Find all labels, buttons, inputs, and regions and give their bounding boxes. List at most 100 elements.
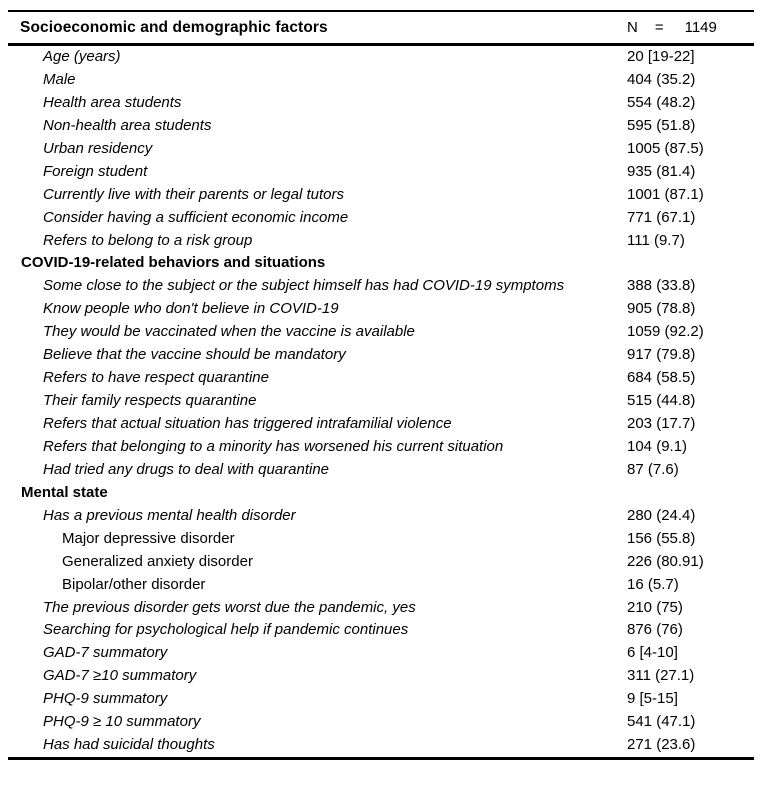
row-value: 917 (79.8) xyxy=(627,346,696,364)
row-label: Refers that belonging to a minority has … xyxy=(43,437,504,455)
row-label: PHQ-9 summatory xyxy=(43,690,168,708)
section-header: Mental state xyxy=(21,483,108,501)
row-label: Some close to the subject or the subject… xyxy=(43,277,565,295)
table-title: Socioeconomic and demographic factors xyxy=(20,18,328,36)
row-label: Refers to have respect quarantine xyxy=(43,369,269,387)
row-label: Know people who don't believe in COVID-1… xyxy=(43,300,339,318)
row-label: Had tried any drugs to deal with quarant… xyxy=(43,460,330,478)
table-row: Refers that belonging to a minority has … xyxy=(8,436,754,459)
table-row: Searching for psychological help if pand… xyxy=(8,619,754,642)
table-top-rule xyxy=(8,10,754,12)
row-value: 20 [19-22] xyxy=(627,48,695,65)
row-value: 905 (78.8) xyxy=(627,300,696,318)
section-header-row: COVID-19-related behaviors and situation… xyxy=(8,252,754,275)
row-label: Male xyxy=(43,70,76,88)
row-value: 1005 (87.5) xyxy=(627,139,704,157)
row-label: Believe that the vaccine should be manda… xyxy=(43,346,346,364)
table-row: Some close to the subject or the subject… xyxy=(8,275,754,298)
table-row: PHQ-9 ≥ 10 summatory 541 (47.1) xyxy=(8,711,754,734)
row-value: 271 (23.6) xyxy=(627,736,696,754)
table-row: Has had suicidal thoughts 271 (23.6) xyxy=(8,734,754,757)
table-row: Believe that the vaccine should be manda… xyxy=(8,344,754,367)
row-value: 684 (58.5) xyxy=(627,369,696,387)
row-value: 541 (47.1) xyxy=(627,713,696,731)
row-label: Searching for psychological help if pand… xyxy=(43,621,409,639)
table-row: Refers to have respect quarantine 684 (58… xyxy=(8,367,754,390)
row-value: 16 (5.7) xyxy=(627,575,679,593)
table-row: Bipolar/other disorder 16 (5.7) xyxy=(8,574,754,597)
row-value: 226 (80.91) xyxy=(627,552,704,570)
row-label: Urban residency xyxy=(43,139,153,157)
row-value: 210 (75) xyxy=(627,598,683,616)
row-label: Foreign student xyxy=(43,162,148,180)
sample-size-cell: N = 1149 xyxy=(627,19,754,36)
row-label: Has a previous mental health disorder xyxy=(43,506,296,524)
row-value: 156 (55.8) xyxy=(627,529,696,547)
table-row: They would be vaccinated when the vaccin… xyxy=(8,321,754,344)
row-value: 404 (35.2) xyxy=(627,70,696,88)
row-label: GAD-7 ≥10 summatory xyxy=(43,667,197,685)
table-row: Age (years) 20 [19-22] xyxy=(8,46,754,69)
row-value: 104 (9.1) xyxy=(627,437,688,455)
section-header-row: Mental state xyxy=(8,482,754,505)
row-label: GAD-7 summatory xyxy=(43,644,168,662)
row-label: Health area students xyxy=(43,93,182,111)
row-value: 388 (33.8) xyxy=(627,277,696,295)
row-label: The previous disorder gets worst due the… xyxy=(43,598,416,616)
table-row: Had tried any drugs to deal with quarant… xyxy=(8,459,754,482)
row-label: Refers that actual situation has trigger… xyxy=(43,415,452,432)
row-value: 1059 (92.2) xyxy=(627,323,704,341)
table-row: Generalized anxiety disorder 226 (80.91) xyxy=(8,551,754,574)
table-row: Major depressive disorder 156 (55.8) xyxy=(8,528,754,551)
row-value: 876 (76) xyxy=(627,621,683,639)
table-row: Has a previous mental health disorder 280… xyxy=(8,505,754,528)
row-value: 771 (67.1) xyxy=(627,208,696,226)
row-value: 9 [5-15] xyxy=(627,690,678,708)
table-row: Urban residency 1005 (87.5) xyxy=(8,138,754,161)
row-value: 87 (7.6) xyxy=(627,460,679,478)
row-value: 1001 (87.1) xyxy=(627,185,704,203)
table-row: Currently live with their parents or leg… xyxy=(8,184,754,207)
section-header: COVID-19-related behaviors and situation… xyxy=(21,254,326,272)
table-row: The previous disorder gets worst due the… xyxy=(8,597,754,620)
row-label: Major depressive disorder xyxy=(62,529,235,547)
table-header-row: Socioeconomic and demographic factors N =… xyxy=(8,12,754,43)
table-row: Know people who don't believe in COVID-1… xyxy=(8,298,754,321)
row-label: Has had suicidal thoughts xyxy=(43,736,215,754)
row-label: Their family respects quarantine xyxy=(43,392,257,410)
table-body: Age (years) 20 [19-22] Male 404 (35.2) Healt… xyxy=(8,46,754,757)
row-value: 595 (51.8) xyxy=(627,116,696,134)
n-value: 1149 xyxy=(684,19,717,36)
table-row: Their family respects quarantine 515 (44.… xyxy=(8,390,754,413)
row-label: Age (years) xyxy=(43,48,121,65)
row-label: Currently live with their parents or leg… xyxy=(43,185,344,203)
table-bottom-rule xyxy=(8,757,754,760)
row-label: Generalized anxiety disorder xyxy=(62,552,253,570)
equals-sign: = xyxy=(654,19,664,36)
table-header-rule xyxy=(8,43,754,46)
demographics-table: Socioeconomic and demographic factors N =… xyxy=(8,10,754,760)
table-row: GAD-7 ≥10 summatory 311 (27.1) xyxy=(8,665,754,688)
table-row: Refers that actual situation has trigger… xyxy=(8,413,754,436)
table-row: GAD-7 summatory 6 [4-10] xyxy=(8,642,754,665)
row-value: 111 (9.7) xyxy=(627,231,685,249)
table-row: Non-health area students 595 (51.8) xyxy=(8,115,754,138)
row-label: Consider having a sufficient economic in… xyxy=(43,208,349,226)
table-row: Health area students 554 (48.2) xyxy=(8,92,754,115)
row-label: Refers to belong to a risk group xyxy=(43,231,253,249)
row-label: PHQ-9 ≥ 10 summatory xyxy=(43,713,201,731)
table-row: Consider having a sufficient economic in… xyxy=(8,207,754,230)
row-value: 935 (81.4) xyxy=(627,162,696,180)
row-value: 280 (24.4) xyxy=(627,506,696,524)
n-label: N xyxy=(627,19,638,36)
table-row: PHQ-9 summatory 9 [5-15] xyxy=(8,688,754,711)
row-value: 203 (17.7) xyxy=(627,415,696,432)
table-row: Refers to belong to a risk group 111 (9.7… xyxy=(8,230,754,253)
row-label: Bipolar/other disorder xyxy=(62,575,206,593)
row-value: 515 (44.8) xyxy=(627,392,696,410)
row-value: 311 (27.1) xyxy=(627,667,695,685)
table-row: Foreign student 935 (81.4) xyxy=(8,161,754,184)
row-label: Non-health area students xyxy=(43,116,212,134)
table-row: Male 404 (35.2) xyxy=(8,69,754,92)
row-value: 554 (48.2) xyxy=(627,93,696,111)
